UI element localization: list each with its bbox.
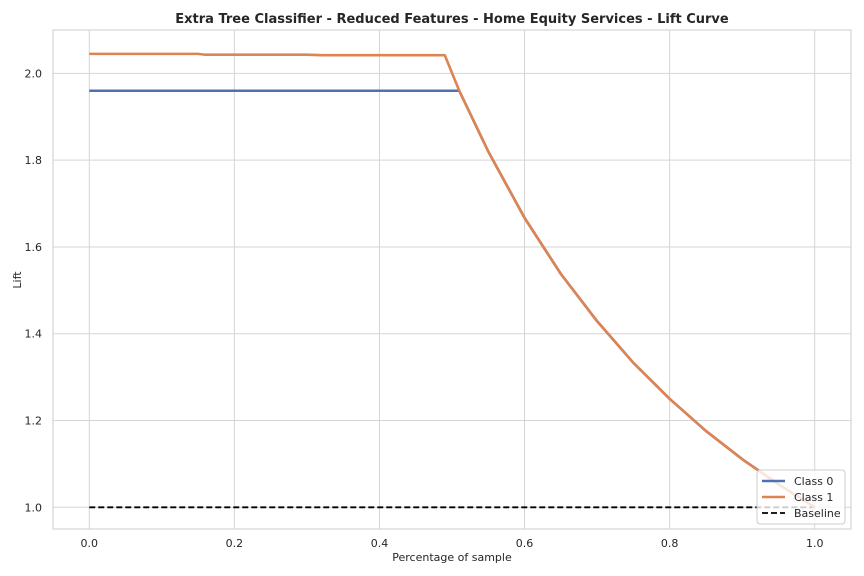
x-tick-label: 0.4 <box>371 537 389 550</box>
y-axis-label: Lift <box>11 271 24 289</box>
series-line-class-1 <box>89 52 816 509</box>
x-tick-label: 0.6 <box>516 537 534 550</box>
x-tick-label: 0.0 <box>81 537 99 550</box>
x-tick-label: 0.2 <box>226 537 244 550</box>
plot-background <box>52 29 852 530</box>
y-tick-label: 1.4 <box>25 328 43 341</box>
grid <box>53 30 851 529</box>
chart-title: Extra Tree Classifier - Reduced Features… <box>175 12 729 27</box>
legend-box <box>756 469 846 525</box>
y-tick-label: 1.0 <box>25 501 43 514</box>
legend-label: Class 1 <box>794 491 833 504</box>
y-tick-labels: 1.0 1.2 1.4 1.6 1.8 2.0 <box>25 67 43 514</box>
x-tick-label: 0.8 <box>661 537 679 550</box>
legend: Class 0 Class 1 Baseline <box>756 469 846 525</box>
y-tick-label: 2.0 <box>25 67 43 80</box>
legend-label: Baseline <box>794 507 841 520</box>
x-axis-label: Percentage of sample <box>392 551 512 564</box>
y-tick-label: 1.6 <box>25 241 43 254</box>
x-tick-labels: 0.0 0.2 0.4 0.6 0.8 1.0 <box>81 537 824 550</box>
x-tick-label: 1.0 <box>806 537 824 550</box>
plot-area: 0.0 0.2 0.4 0.6 0.8 1.0 1.0 1.2 1.4 1.6 1.8 2.0 <box>25 29 852 550</box>
y-tick-label: 1.8 <box>25 154 43 167</box>
series-layer <box>89 52 816 509</box>
y-tick-label: 1.2 <box>25 415 43 428</box>
legend-label: Class 0 <box>794 475 833 488</box>
